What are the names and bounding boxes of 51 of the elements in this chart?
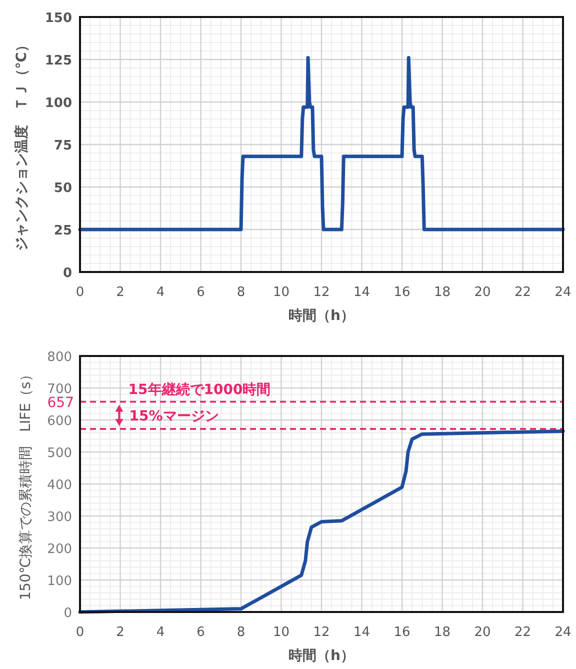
x-tick-label: 10	[272, 285, 290, 300]
y-tick-label: 50	[54, 181, 72, 196]
x-axis-title: 時間（h）	[288, 648, 354, 664]
x-tick-label: 6	[196, 625, 205, 640]
x-tick-label: 20	[474, 625, 491, 640]
y-tick-label: 0	[62, 266, 72, 281]
line-series	[78, 56, 565, 232]
x-tick-label: 22	[514, 625, 532, 640]
x-tick-label: 14	[353, 625, 370, 640]
x-tick-label: 0	[76, 625, 84, 640]
x-tick-label: 0	[76, 285, 84, 300]
y-tick-label: 400	[47, 478, 72, 493]
x-tick-label: 12	[313, 625, 330, 640]
line-series	[78, 429, 565, 614]
ref-line-label: 657	[47, 394, 74, 411]
x-tick-label: 22	[514, 285, 532, 300]
x-tick-label: 4	[156, 285, 165, 300]
y-tick-label: 700	[47, 382, 72, 397]
x-tick-label: 2	[116, 625, 124, 640]
y-tick-label: 100	[44, 96, 72, 111]
x-tick-label: 4	[156, 625, 165, 640]
x-tick-label: 10	[272, 625, 290, 640]
x-tick-label: 16	[394, 625, 410, 640]
y-tick-label: 0	[64, 606, 72, 621]
y-tick-label: 300	[47, 510, 72, 525]
x-tick-label: 14	[353, 285, 370, 300]
x-tick-label: 24	[554, 285, 572, 300]
y-axis-title: ジャンクション温度 ＴＪ（℃）	[13, 38, 30, 251]
x-tick-label: 18	[434, 285, 451, 300]
x-tick-label: 8	[236, 625, 246, 640]
x-tick-label: 6	[196, 285, 205, 300]
y-tick-label: 125	[44, 54, 72, 68]
y-tick-label: 200	[47, 542, 72, 557]
x-tick-label: 12	[313, 285, 330, 300]
y-axis-title: 150℃換算での累積時間 LIFE（s）	[18, 368, 34, 600]
x-tick-label: 16	[394, 285, 410, 300]
x-tick-label: 2	[116, 285, 124, 300]
x-tick-label: 8	[236, 285, 246, 300]
x-tick-label: 18	[434, 625, 451, 640]
y-tick-label: 75	[54, 138, 72, 154]
y-tick-label: 150	[44, 11, 72, 26]
y-tick-label: 800	[47, 350, 72, 365]
x-axis-title: 時間（h）	[288, 308, 354, 324]
annotation: 15年継続で1000時間	[128, 382, 271, 398]
y-tick-label: 600	[47, 414, 72, 429]
annotation: 15%マージン	[129, 408, 219, 424]
y-tick-label: 100	[47, 574, 72, 589]
x-tick-label: 24	[554, 625, 572, 640]
x-tick-label: 20	[474, 285, 491, 300]
y-tick-label: 500	[47, 446, 72, 461]
y-tick-label: 25	[54, 224, 72, 238]
